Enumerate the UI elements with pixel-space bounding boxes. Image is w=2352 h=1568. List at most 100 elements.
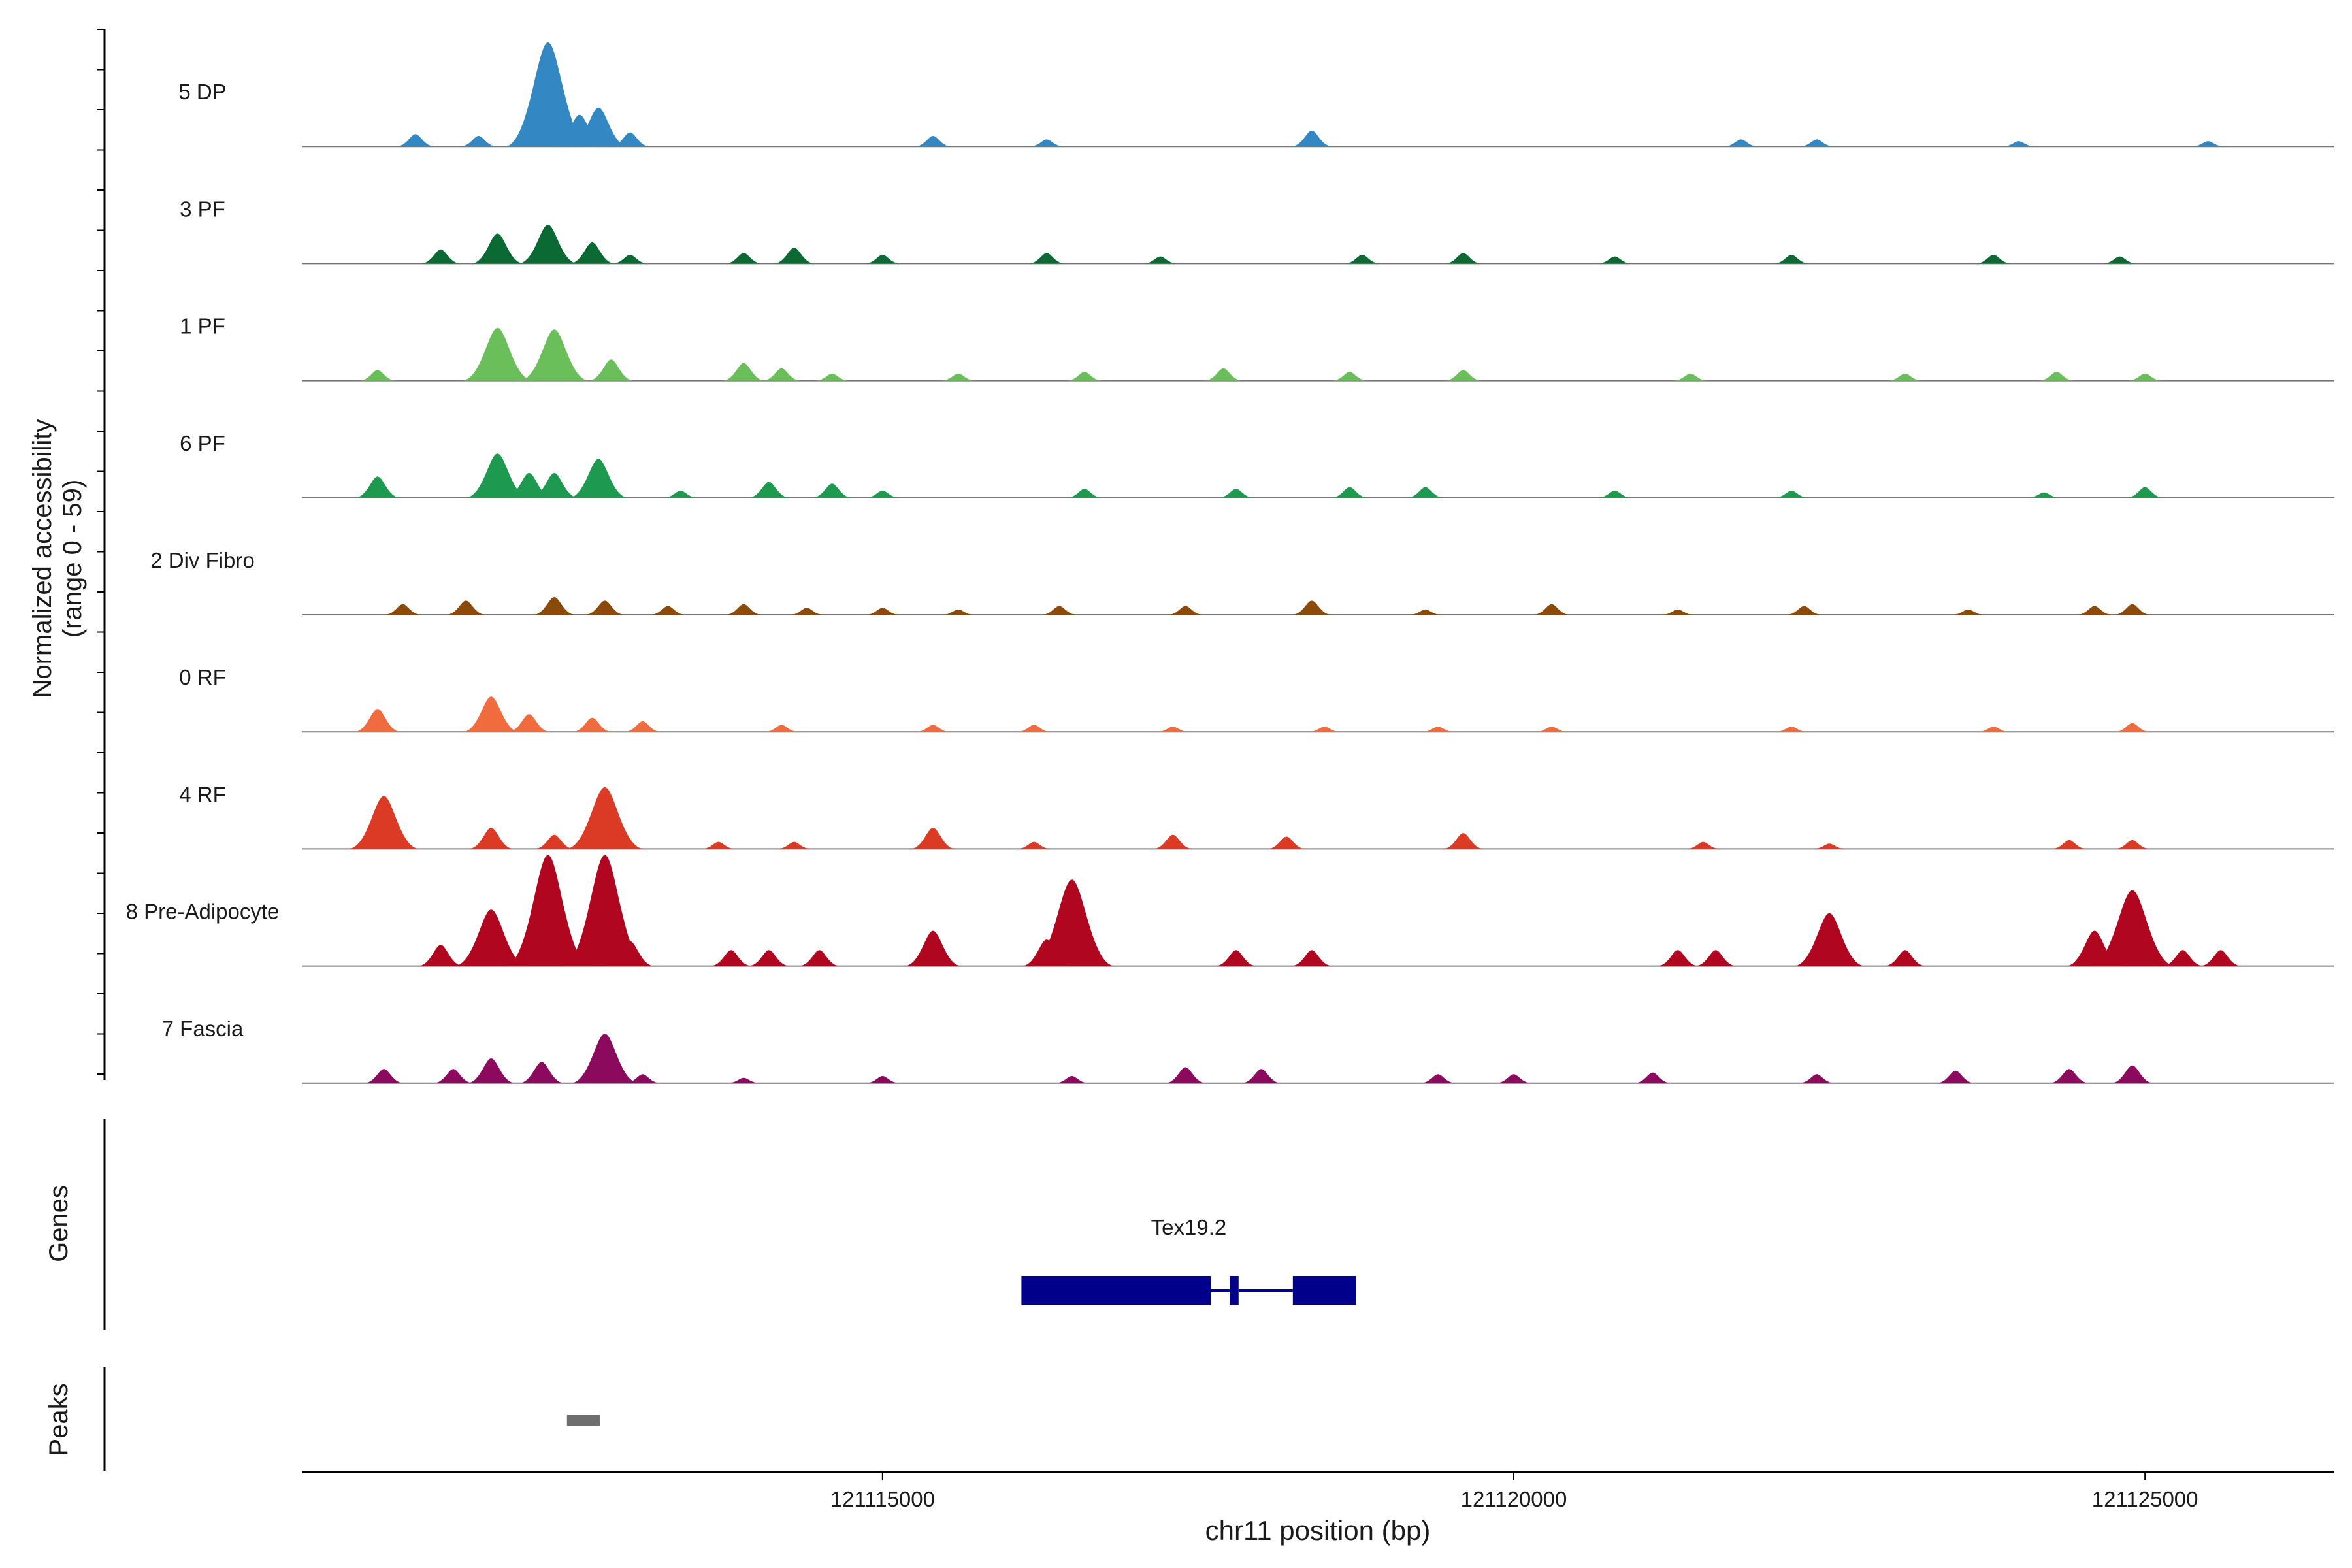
accessibility-peak: [1420, 1074, 1456, 1083]
accessibility-peak: [1344, 254, 1380, 264]
accessibility-peak: [1066, 372, 1103, 381]
accessibility-peak: [1786, 606, 1822, 615]
accessibility-peak: [777, 841, 811, 849]
accessibility-peak: [519, 329, 590, 381]
accessibility-peak: [762, 368, 801, 381]
accessibility-peak: [1156, 727, 1190, 732]
accessibility-peak: [565, 787, 645, 849]
accessibility-peak: [624, 721, 662, 732]
accessibility-peak: [2126, 487, 2164, 498]
track-label: 7 Fascia: [162, 1017, 244, 1041]
accessibility-peak: [417, 945, 464, 966]
accessibility-peak: [466, 1058, 516, 1083]
genes-panel-label: Genes: [44, 1185, 73, 1262]
accessibility-peak: [649, 606, 686, 615]
accessibility-peak: [915, 725, 951, 732]
accessibility-peak: [1029, 139, 1064, 147]
accessibility-peak: [462, 696, 520, 732]
accessibility-peak: [606, 941, 655, 966]
peak-region: [566, 1415, 600, 1426]
gene-exon: [1021, 1276, 1211, 1305]
accessibility-peak: [468, 828, 514, 849]
accessibility-peak: [914, 136, 952, 147]
accessibility-peak: [1535, 727, 1569, 732]
accessibility-axis-subtitle: (range 0 - 59): [58, 480, 87, 638]
accessibility-peak: [1409, 609, 1442, 615]
accessibility-peak: [1290, 950, 1333, 966]
accessibility-peak: [1673, 373, 1708, 381]
accessibility-peak: [1028, 253, 1066, 264]
accessibility-peak: [2110, 1065, 2154, 1083]
accessibility-peak: [1421, 727, 1455, 732]
accessibility-peak: [1218, 489, 1254, 498]
accessibility-peak: [530, 473, 579, 498]
accessibility-peak: [865, 608, 900, 615]
accessibility-peak: [433, 1069, 474, 1083]
accessibility-peak: [1977, 727, 2010, 732]
accessibility-peak: [1241, 1069, 1282, 1083]
accessibility-peak: [572, 717, 613, 732]
accessibility-axis-ticks: [97, 29, 105, 1075]
accessibility-peak: [1884, 950, 1926, 966]
accessibility-peak: [585, 600, 625, 615]
accessibility-peak: [1533, 604, 1571, 615]
track-label: 5 DP: [178, 80, 226, 104]
accessibility-peak: [748, 950, 790, 966]
accessibility-peak: [663, 491, 698, 498]
accessibility-peak: [1331, 372, 1368, 381]
accessibility-peak: [1597, 256, 1632, 264]
x-tick-label: 121125000: [2092, 1487, 2198, 1511]
accessibility-peak: [353, 709, 402, 732]
peaks-track: [566, 1415, 600, 1426]
accessibility-peak: [1203, 368, 1243, 381]
accessibility-peak: [1686, 841, 1721, 849]
accessibility-peak: [568, 107, 629, 147]
x-axis-title: chr11 position (bp): [1205, 1515, 1431, 1546]
accessibility-peak: [507, 714, 551, 732]
accessibility-peak: [1695, 950, 1737, 966]
accessibility-peak: [453, 909, 529, 966]
accessibility-peak: [1307, 727, 1341, 732]
track-label: 4 RF: [179, 782, 226, 806]
accessibility-peak: [1066, 489, 1103, 498]
accessibility-peak: [865, 491, 900, 498]
accessibility-peak: [1793, 913, 1866, 966]
accessibility-peak: [1774, 727, 1808, 732]
x-tick-label: 121115000: [830, 1487, 935, 1511]
track-group: 5 DP 3 PF 1 PF 6 PF 2 Div Fibro 0 RF 4 RF 8 Pre…: [126, 42, 2334, 1084]
accessibility-peak: [1723, 139, 1759, 147]
accessibility-peak: [941, 373, 976, 381]
accessibility-peak: [1331, 487, 1369, 498]
accessibility-peak: [1290, 130, 1333, 147]
accessibility-peak: [1017, 725, 1052, 732]
accessibility-peak: [610, 132, 651, 147]
accessibility-peak: [446, 600, 486, 615]
accessibility-peak: [2127, 373, 2163, 381]
track-label: 8 Pre-Adipocyte: [126, 900, 280, 924]
accessibility-peak: [1028, 879, 1115, 966]
accessibility-peak: [811, 483, 853, 498]
peaks-panel-label: Peaks: [44, 1383, 73, 1456]
accessibility-peak: [1634, 1072, 1672, 1083]
accessibility-peak: [864, 254, 901, 264]
accessibility-peak: [459, 136, 498, 147]
x-tick-label: 121120000: [1461, 1487, 1567, 1511]
accessibility-peak: [517, 225, 578, 264]
accessibility-peak: [1445, 253, 1482, 264]
accessibility-peak: [725, 253, 762, 264]
accessibility-peak: [1445, 370, 1482, 381]
accessibility-peak: [1041, 606, 1077, 615]
accessibility-peak: [396, 134, 435, 147]
accessibility-peak: [798, 950, 841, 966]
accessibility-peak: [1657, 950, 1699, 966]
accessibility-peak: [2049, 1069, 2089, 1083]
accessibility-peak: [465, 453, 530, 498]
track-label: 0 RF: [179, 665, 226, 689]
track-label: 3 PF: [180, 197, 225, 221]
track-label: 6 PF: [180, 431, 225, 455]
accessibility-peak: [2027, 492, 2061, 498]
accessibility-axis-title: Normalized accessibility: [28, 419, 57, 698]
accessibility-peak: [1799, 139, 1835, 147]
accessibility-peak: [2076, 606, 2113, 615]
